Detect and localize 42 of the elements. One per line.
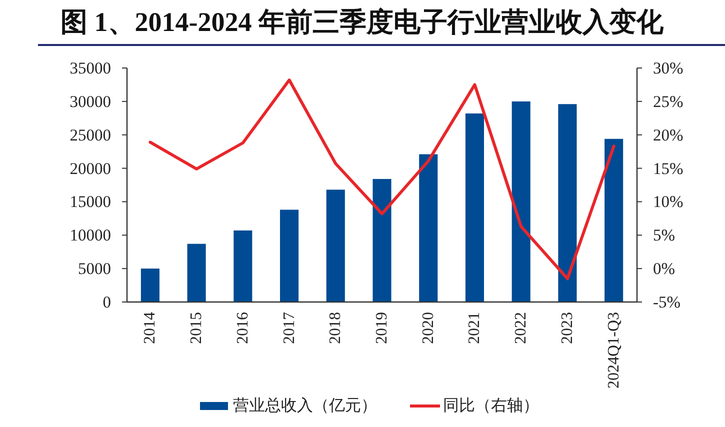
y-tick-label: 5000: [78, 259, 111, 278]
x-tick-label: 2024Q1-Q3: [605, 312, 622, 388]
y-tick-label: 30000: [70, 92, 111, 111]
x-tick-label: 2021: [466, 312, 484, 344]
x-tick-label: 2022: [512, 312, 530, 344]
legend-label: 营业总收入（亿元）: [233, 396, 377, 414]
bar: [187, 244, 206, 302]
y-tick-label: 10000: [70, 226, 111, 245]
y2-tick-label: 0%: [653, 259, 676, 278]
y-tick-label: 35000: [70, 58, 111, 78]
chart-title: 图 1、2014-2024 年前三季度电子行业营业收入变化: [60, 7, 664, 37]
y-tick-label: 20000: [70, 158, 111, 178]
x-tick-label: 2020: [420, 312, 437, 344]
y2-tick-label: 30%: [653, 58, 684, 78]
bar: [512, 101, 530, 302]
bar: [326, 190, 345, 302]
y2-tick-label: 20%: [653, 125, 684, 144]
x-tick-label: 2023: [558, 312, 576, 344]
y2-tick-label: 5%: [653, 226, 676, 245]
x-tick-label: 2015: [188, 312, 206, 344]
y-tick-label: 15000: [70, 192, 111, 212]
y-tick-label: 25000: [70, 125, 111, 144]
x-tick-label: 2017: [280, 312, 298, 344]
y2-tick-label: 10%: [653, 192, 684, 212]
x-tick-label: 2018: [327, 312, 344, 344]
x-tick-label: 2014: [142, 312, 159, 344]
legend-label: 同比（右轴）: [443, 396, 539, 414]
x-tick-label: 2016: [234, 312, 252, 344]
bar: [372, 178, 392, 302]
bar: [465, 113, 484, 302]
bar: [234, 230, 252, 302]
y2-tick-label: 25%: [653, 92, 684, 111]
y-tick-label: 0: [102, 292, 111, 312]
bar: [604, 138, 624, 302]
bar: [280, 210, 299, 302]
bar: [140, 268, 160, 302]
y2-tick-label: 15%: [653, 158, 684, 178]
line-series: [148, 78, 616, 280]
y2-tick-label: -5%: [653, 292, 681, 312]
bar: [419, 154, 438, 302]
x-tick-label: 2019: [374, 312, 390, 344]
bar: [558, 104, 577, 302]
